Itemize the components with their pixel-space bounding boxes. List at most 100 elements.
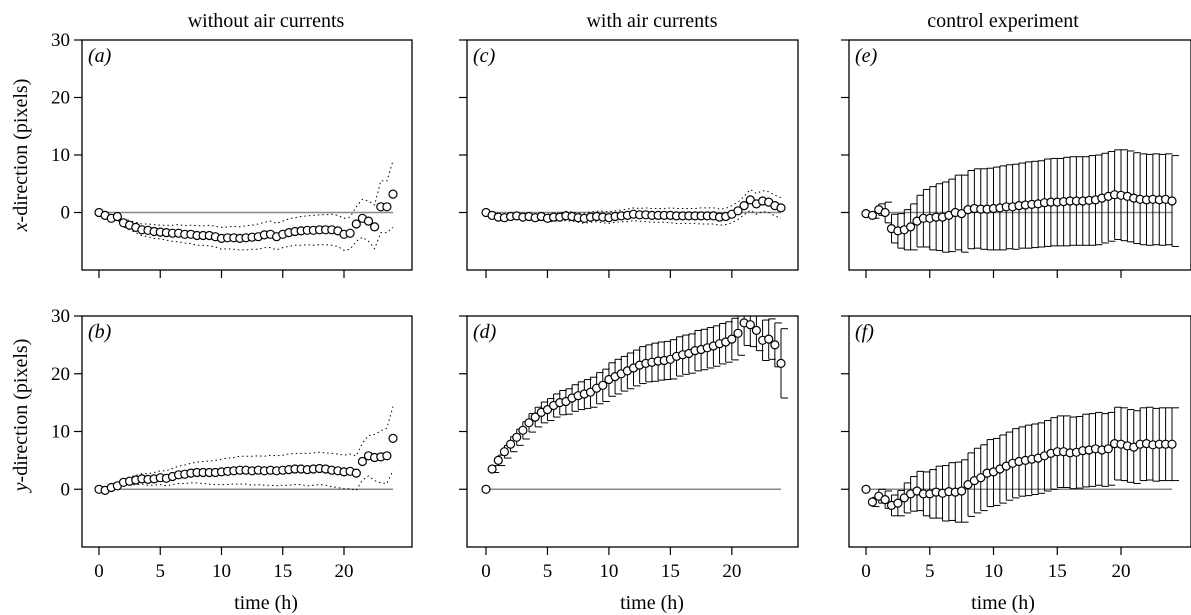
x-tick-label: 0 (861, 561, 871, 582)
data-point (899, 493, 909, 503)
data-point (499, 447, 509, 457)
panel-label: (b) (88, 321, 112, 343)
panel-label: (a) (88, 45, 112, 67)
data-point (382, 451, 392, 461)
data-point (388, 189, 398, 199)
x-axis-title-col2: time (h) (620, 592, 684, 614)
data-point (542, 405, 553, 415)
data-point (776, 203, 786, 213)
data-point (880, 207, 890, 218)
data-point (733, 206, 743, 216)
data-point (351, 219, 361, 229)
data-point (487, 464, 497, 474)
panel-data (94, 160, 398, 251)
column-title-3: control experiment (927, 10, 1079, 32)
panel-d: (d) 0 5 10 15 20 (459, 315, 799, 582)
x-tick-label: 15 (1048, 561, 1067, 582)
y-axis-title-bottom: y-direction (pixels) (10, 339, 32, 494)
x-tick-label: 5 (156, 561, 166, 582)
data-point (112, 211, 123, 222)
y-tick-label: 20 (51, 88, 70, 109)
panel-data (481, 188, 786, 226)
panel-data (861, 406, 1179, 523)
panel-letter: e (862, 45, 871, 67)
data-point (345, 228, 355, 238)
data-point (776, 358, 786, 368)
data-point (388, 433, 398, 443)
y-tick-label: 30 (51, 306, 70, 327)
data-point (357, 456, 367, 467)
x-tick-label: 5 (925, 561, 935, 582)
data-point (764, 334, 774, 344)
lower-error-band (98, 469, 394, 493)
data-point (382, 202, 392, 212)
data-point (745, 320, 755, 330)
x-axis-title-col1: time (h) (234, 592, 298, 614)
panel-label: (e) (855, 45, 878, 67)
data-point (880, 495, 890, 505)
data-point (524, 418, 534, 428)
column-title-2: with air currents (586, 10, 717, 32)
data-point (956, 486, 967, 496)
lower-error-band (98, 212, 394, 251)
data-point (739, 201, 749, 211)
panel-data (861, 149, 1179, 253)
panel-c: (c) (459, 39, 799, 278)
data-point (956, 209, 967, 219)
data-point (598, 380, 608, 390)
x-tick-label: 5 (543, 561, 553, 582)
column-title-1: without air currents (188, 10, 345, 32)
panel-letter: b (95, 321, 105, 343)
x-tick-label: 15 (273, 561, 292, 582)
data-point (506, 439, 516, 449)
y-tick-label: 0 (61, 479, 71, 500)
data-point (976, 473, 986, 483)
data-point (1167, 196, 1177, 206)
data-point (1167, 439, 1177, 449)
x-tick-label: 10 (212, 561, 231, 582)
panel-label: (d) (473, 321, 497, 343)
data-point (518, 425, 528, 435)
data-point (867, 210, 878, 220)
y-tick-label: 10 (51, 145, 70, 166)
panel-data (481, 316, 788, 494)
x-tick-label: 20 (1112, 561, 1131, 582)
data-point (733, 328, 743, 338)
panel-letter: d (480, 321, 491, 343)
data-point (770, 340, 780, 350)
data-point (481, 484, 491, 494)
y-tick-label: 10 (51, 422, 70, 443)
data-point (861, 484, 871, 494)
panel-label: (c) (473, 45, 496, 67)
panel-letter: a (95, 45, 105, 67)
panel-data (94, 406, 398, 495)
data-point (893, 498, 903, 508)
x-tick-label: 0 (481, 561, 491, 582)
panel-label: (f) (855, 321, 874, 343)
panel-f: (f) 0 5 10 15 20 (841, 315, 1191, 582)
data-point (751, 325, 762, 335)
y-axis-title-top: x-direction (pixels) (10, 79, 32, 233)
upper-error-band (98, 160, 394, 228)
x-axis-title-col3: time (h) (971, 592, 1035, 614)
x-tick-label: 10 (984, 561, 1003, 582)
data-point (1103, 444, 1113, 454)
data-point (370, 222, 380, 232)
panel-frame (81, 315, 413, 548)
panel-letter: c (480, 45, 489, 67)
x-tick-label: 20 (722, 561, 741, 582)
panels-group: (a) 0 10 20 30 (b) 0 10 20 30 0 5 10 15 20 (c) (d) 0 5 10 15… (51, 30, 1191, 582)
x-tick-label: 15 (661, 561, 680, 582)
panel-e: (e) (841, 39, 1191, 278)
x-tick-label: 0 (94, 561, 104, 582)
data-point (530, 412, 540, 422)
panel-a: (a) 0 10 20 30 (51, 30, 413, 278)
y-tick-label: 20 (51, 364, 70, 385)
data-point (351, 468, 361, 478)
y-tick-label: 30 (51, 30, 70, 51)
y-tick-label: 0 (61, 203, 71, 224)
panel-letter: f (862, 321, 870, 343)
data-point (963, 480, 973, 490)
data-point (493, 455, 503, 465)
